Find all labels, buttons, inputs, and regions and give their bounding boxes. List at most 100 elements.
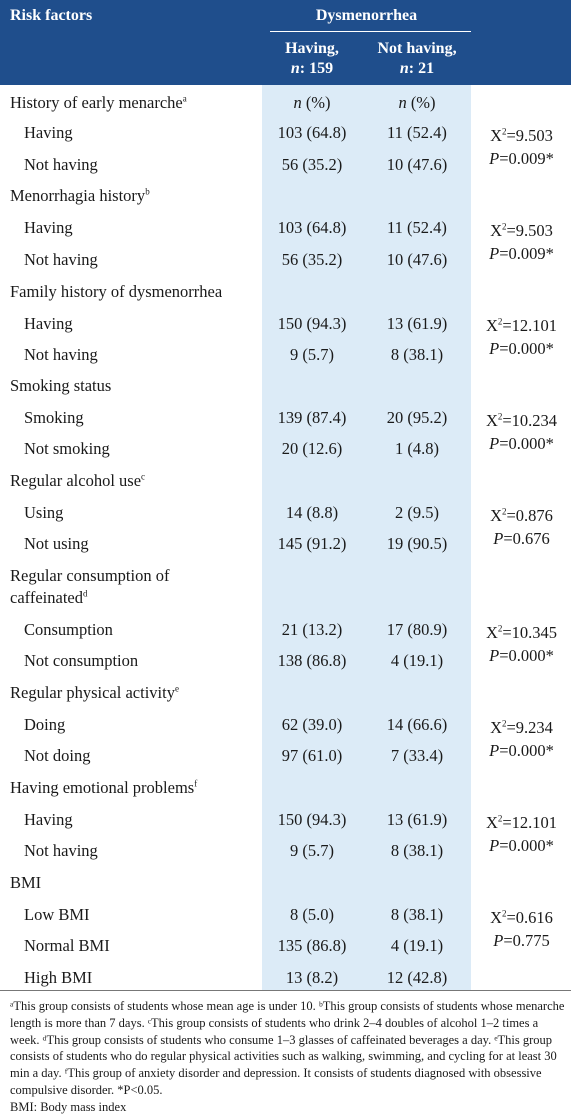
cell-not-having: 19 (90.5) bbox=[386, 534, 448, 553]
p-letter: P bbox=[489, 741, 500, 760]
row-label: Having bbox=[24, 218, 73, 237]
table-row-heading: Smoking status bbox=[0, 376, 571, 398]
cell-having: 138 (86.8) bbox=[277, 651, 347, 670]
cell-not-having: 12 (42.8) bbox=[386, 968, 448, 987]
p-value: P=0.000* bbox=[489, 339, 554, 358]
cell-not-having: 11 (52.4) bbox=[387, 218, 447, 237]
cell-having: 8 (5.0) bbox=[290, 905, 334, 924]
table-row: Not consumption 138 (86.8) 4 (19.1) bbox=[0, 651, 571, 673]
table-bottom-rule bbox=[0, 990, 571, 991]
cell-not-having: 7 (33.4) bbox=[390, 746, 444, 765]
footnote-bmi: BMI: Body mass index bbox=[10, 1099, 127, 1114]
row-label: Consumption bbox=[24, 620, 113, 639]
table-footnotes: ᵃThis group consists of students whose m… bbox=[10, 998, 565, 1116]
cell-not-having: 8 (38.1) bbox=[390, 345, 444, 364]
row-label: Not smoking bbox=[24, 439, 110, 458]
header-not-having-label: Not having, bbox=[377, 40, 457, 57]
footnote-marker: d bbox=[82, 588, 88, 599]
table-row: Not having 9 (5.7) 8 (38.1) bbox=[0, 345, 571, 367]
header-dysmenorrhea: Dysmenorrhea bbox=[315, 7, 418, 24]
unit-having: n (%) bbox=[262, 93, 362, 113]
cell-having: 62 (39.0) bbox=[281, 715, 343, 734]
cell-not-having: 17 (80.9) bbox=[386, 620, 448, 639]
cell-having: 150 (94.3) bbox=[277, 810, 347, 829]
row-label: Not using bbox=[24, 534, 89, 553]
row-label: BMI bbox=[10, 873, 42, 892]
chi-square-value: X2=9.234 bbox=[490, 718, 553, 737]
cell-not-having: 20 (95.2) bbox=[386, 408, 448, 427]
table-row: Normal BMI 135 (86.8) 4 (19.1) bbox=[0, 936, 571, 958]
row-label: Having bbox=[24, 314, 73, 333]
p-letter: P bbox=[489, 149, 500, 168]
chi-square-exponent: 2 bbox=[501, 718, 507, 729]
table-row: Having 103 (64.8) 11 (52.4) bbox=[0, 123, 571, 145]
table-row: High BMI 13 (8.2) 12 (42.8) bbox=[0, 968, 571, 990]
row-label: History of early menarchea bbox=[10, 93, 187, 112]
dysmenorrhea-columns-background bbox=[262, 85, 471, 990]
row-label: Not having bbox=[24, 250, 98, 269]
cell-having: 97 (61.0) bbox=[281, 746, 343, 765]
table-row: Having 103 (64.8) 11 (52.4) bbox=[0, 218, 571, 240]
row-label: Having bbox=[24, 810, 73, 829]
footnote-marker: f bbox=[194, 778, 198, 789]
chi-square-stat: X2=12.101 P=0.000* bbox=[472, 811, 571, 857]
table-row-heading: History of early menarchea n (%) n (%) bbox=[0, 93, 571, 115]
p-letter: P bbox=[493, 529, 504, 548]
cell-having: 145 (91.2) bbox=[277, 534, 347, 553]
cell-not-having: 1 (4.8) bbox=[395, 439, 439, 458]
row-label: Using bbox=[24, 503, 64, 522]
table-row: Smoking 139 (87.4) 20 (95.2) bbox=[0, 408, 571, 430]
table-row-heading: Regular consumption of bbox=[0, 566, 571, 588]
chi-square-stat: X2=9.234 P=0.000* bbox=[472, 716, 571, 762]
row-label: Not consumption bbox=[24, 651, 139, 670]
footnote-marker: e bbox=[174, 683, 179, 694]
table-row: Not using 145 (91.2) 19 (90.5) bbox=[0, 534, 571, 556]
row-label: Having bbox=[24, 123, 73, 142]
chi-square-value: X2=0.876 bbox=[490, 506, 553, 525]
chi-square-exponent: 2 bbox=[497, 411, 503, 422]
row-label: Not having bbox=[24, 155, 98, 174]
chi-square-value: X2=12.101 bbox=[485, 316, 558, 335]
row-label: High BMI bbox=[24, 968, 93, 987]
header-not-having-count: n: 21 bbox=[399, 60, 435, 77]
p-value: P=0.676 bbox=[493, 529, 550, 548]
row-label: Regular consumption of bbox=[10, 566, 170, 585]
cell-having: 20 (12.6) bbox=[281, 439, 343, 458]
unit-percent: (%) bbox=[406, 93, 436, 112]
chi-square-value: X2=9.503 bbox=[490, 221, 553, 240]
chi-square-stat: X2=10.234 P=0.000* bbox=[472, 409, 571, 455]
table-row: Using 14 (8.8) 2 (9.5) bbox=[0, 503, 571, 525]
cell-having: 103 (64.8) bbox=[277, 218, 347, 237]
table-row-heading: Menorrhagia historyb bbox=[0, 186, 571, 208]
header-having: Having, n: 159 bbox=[262, 39, 362, 79]
row-label: Low BMI bbox=[24, 905, 90, 924]
row-label: Not doing bbox=[24, 746, 91, 765]
p-value: P=0.775 bbox=[493, 931, 550, 950]
cell-having: 13 (8.2) bbox=[285, 968, 339, 987]
cell-not-having: 11 (52.4) bbox=[387, 123, 447, 142]
cell-having: 21 (13.2) bbox=[281, 620, 343, 639]
header-not-having: Not having, n: 21 bbox=[362, 39, 472, 79]
p-letter: P bbox=[489, 339, 500, 358]
cell-having: 103 (64.8) bbox=[277, 123, 347, 142]
chi-square-exponent: 2 bbox=[497, 813, 503, 824]
cell-not-having: 13 (61.9) bbox=[386, 314, 448, 333]
unit-n: n bbox=[293, 93, 302, 112]
p-value: P=0.009* bbox=[489, 244, 554, 263]
row-label: Smoking bbox=[24, 408, 84, 427]
chi-square-stat: X2=0.616 P=0.775 bbox=[472, 906, 571, 952]
cell-having: 9 (5.7) bbox=[290, 345, 334, 364]
risk-factors-table: Risk factors Dysmenorrhea Having, n: 159… bbox=[0, 0, 571, 991]
cell-not-having: 10 (47.6) bbox=[386, 155, 448, 174]
chi-square-stat: X2=9.503 P=0.009* bbox=[472, 124, 571, 170]
chi-square-value: X2=12.101 bbox=[485, 813, 558, 832]
table-row: Not doing 97 (61.0) 7 (33.4) bbox=[0, 746, 571, 768]
cell-not-having: 8 (38.1) bbox=[390, 841, 444, 860]
table-row: Having 150 (94.3) 13 (61.9) bbox=[0, 810, 571, 832]
cell-not-having: 2 (9.5) bbox=[395, 503, 439, 522]
cell-not-having: 8 (38.1) bbox=[390, 905, 444, 924]
chi-square-exponent: 2 bbox=[497, 316, 503, 327]
unit-n: n bbox=[398, 93, 407, 112]
cell-not-having: 4 (19.1) bbox=[390, 936, 444, 955]
cell-not-having: 4 (19.1) bbox=[390, 651, 444, 670]
